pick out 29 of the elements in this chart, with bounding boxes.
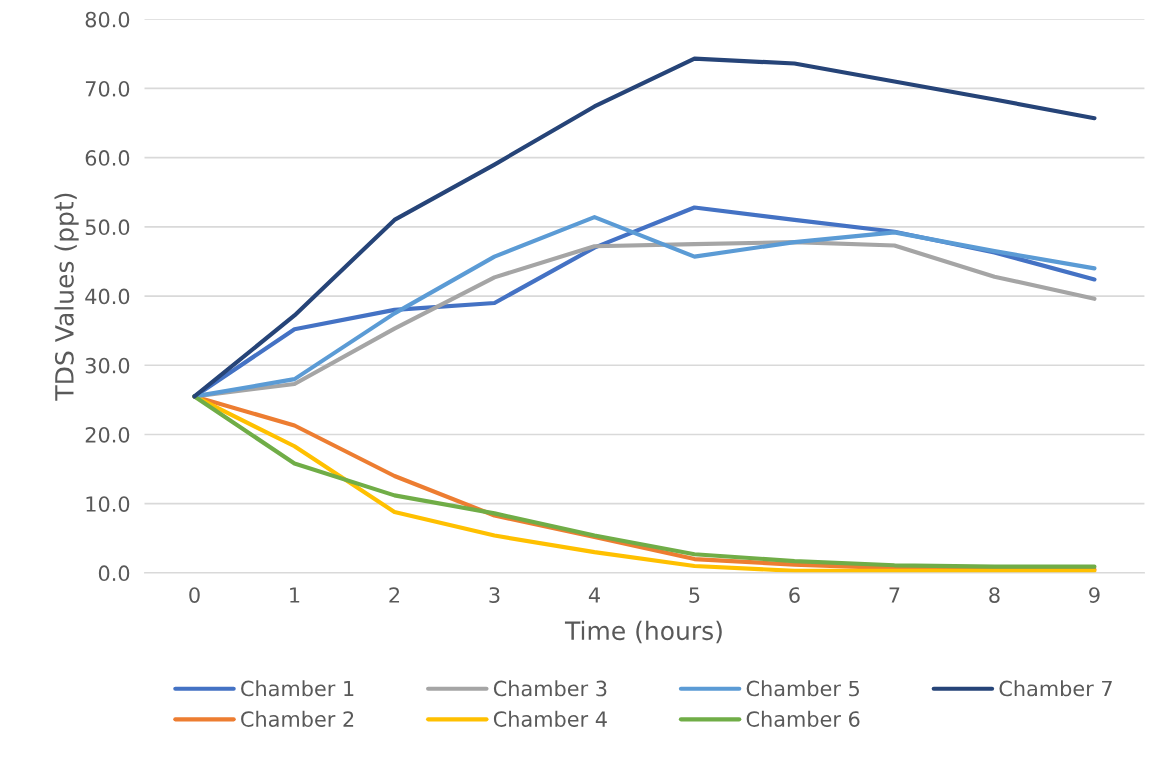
x-tick-label: 8 xyxy=(989,587,1000,603)
x-tick-label: 5 xyxy=(689,587,700,603)
x-tick-label: 6 xyxy=(789,587,800,603)
y-tick-label: 70.0 xyxy=(85,80,130,97)
y-tick-label: 80.0 xyxy=(85,11,130,28)
x-tick-label: 3 xyxy=(489,587,500,603)
y-axis-title: TDS Values (ppt) xyxy=(54,193,79,401)
x-tick-label: 1 xyxy=(290,587,300,603)
y-tick-label: 50.0 xyxy=(85,219,130,236)
x-tick-label: 0 xyxy=(189,587,200,603)
legend-label: Chamber 7 xyxy=(999,680,1112,697)
legend-label: Chamber 5 xyxy=(746,680,859,697)
y-tick-label: 40.0 xyxy=(85,288,130,305)
x-tick-label: 4 xyxy=(588,587,600,603)
legend-label: Chamber 6 xyxy=(746,710,860,727)
y-tick-label: 0.0 xyxy=(98,565,130,582)
y-tick-label: 10.0 xyxy=(86,496,130,512)
x-tick-label: 7 xyxy=(889,587,900,603)
x-axis-title: Time (hours) xyxy=(564,620,722,644)
line-series xyxy=(192,56,1097,399)
legend-label: Chamber 4 xyxy=(493,710,607,727)
legend-label: Chamber 1 xyxy=(241,680,354,697)
x-tick-label: 9 xyxy=(1089,587,1100,603)
y-tick-label: 30.0 xyxy=(85,357,130,374)
x-tick-label: 2 xyxy=(389,587,400,603)
y-tick-label: 20.0 xyxy=(85,426,130,443)
y-tick-label: 60.0 xyxy=(85,150,130,166)
legend-label: Chamber 3 xyxy=(493,680,607,697)
legend-label: Chamber 2 xyxy=(241,710,354,727)
